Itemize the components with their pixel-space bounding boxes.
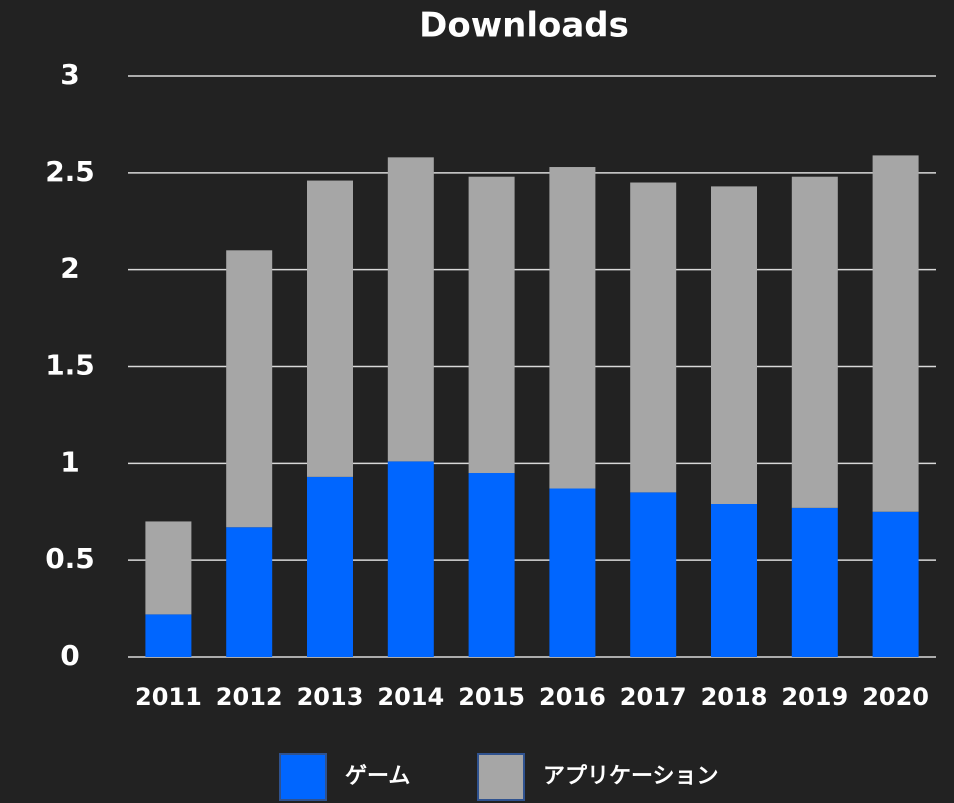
x-tick-label: 2020 <box>862 683 929 711</box>
bar-segment <box>387 461 434 657</box>
bar-segment <box>387 157 434 462</box>
legend-label: アプリケーション <box>543 764 719 789</box>
x-tick-label: 2017 <box>620 683 687 711</box>
y-tick-label: 2 <box>60 252 79 285</box>
bar-segment <box>791 507 838 657</box>
x-tick-label: 2019 <box>781 683 848 711</box>
x-tick-label: 2013 <box>297 683 364 711</box>
x-tick-label: 2015 <box>458 683 525 711</box>
bar-segment <box>307 476 353 657</box>
legend-label: ゲーム <box>345 764 410 789</box>
y-tick-label: 2.5 <box>45 155 95 188</box>
chart-title: Downloads <box>419 6 629 46</box>
bar-segment <box>630 182 677 493</box>
y-tick-label: 1 <box>60 445 79 478</box>
legend-swatch <box>477 753 525 801</box>
y-tick-label: 0.5 <box>45 542 95 575</box>
bar-segment <box>468 176 515 474</box>
bar-segment <box>791 176 838 508</box>
bar-segment <box>226 250 273 528</box>
bar-segment <box>711 186 757 505</box>
legend-swatch <box>279 753 327 801</box>
x-tick-label: 2014 <box>377 683 444 711</box>
bar-segment <box>549 167 596 489</box>
y-tick-label: 1.5 <box>45 349 95 382</box>
x-tick-label: 2016 <box>539 683 606 711</box>
bar-segment <box>226 527 273 657</box>
bar-segment <box>549 488 596 657</box>
bar-segment <box>711 504 757 657</box>
y-tick-label: 3 <box>60 58 79 91</box>
bar-segment <box>145 614 192 657</box>
bar-segment <box>468 473 515 657</box>
bar-segment <box>872 511 919 657</box>
x-tick-label: 2018 <box>701 683 768 711</box>
bar-segment <box>630 492 677 657</box>
y-tick-label: 0 <box>60 639 79 672</box>
bar-segment <box>872 155 919 512</box>
x-tick-label: 2011 <box>135 683 202 711</box>
x-tick-label: 2012 <box>216 683 283 711</box>
bar-segment <box>145 521 192 615</box>
bar-segment <box>307 180 353 477</box>
